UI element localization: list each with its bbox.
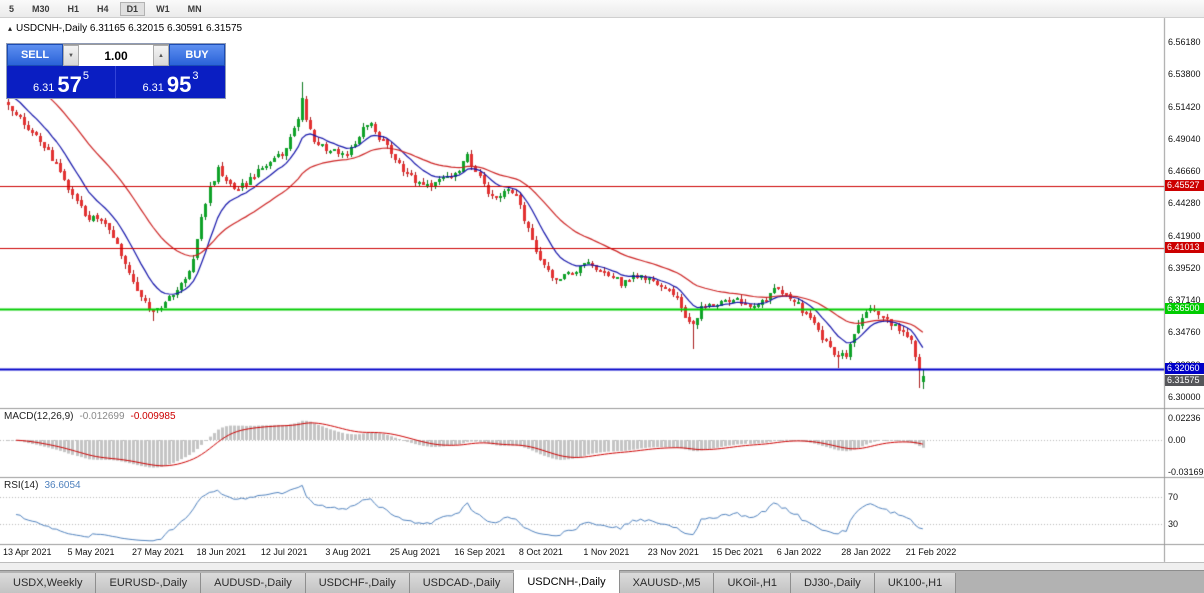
trade-buttons-row: SELL ▼ 1.00 ▲ BUY (7, 44, 225, 66)
chart-tab-xauusd-m5[interactable]: XAUUSD-,M5 (619, 573, 715, 593)
chart-tab-usdcnh-daily[interactable]: USDCNH-,Daily (514, 570, 620, 593)
rsi-name: RSI(14) (4, 480, 39, 491)
collapse-panel-icon[interactable]: ▴ (8, 23, 13, 33)
chart-tab-ukoil-h1[interactable]: UKOil-,H1 (714, 573, 791, 593)
one-click-trading-widget: SELL ▼ 1.00 ▲ BUY 6.31 57 5 6.31 95 3 (7, 44, 225, 98)
timeframe-button-d1[interactable]: D1 (119, 1, 146, 16)
rsi-value: 36.6054 (44, 480, 81, 491)
buy-price-main: 95 (166, 72, 192, 97)
chart-ohlc-title: ▴ USDCNH-,Daily 6.31165 6.32015 6.30591 … (8, 23, 242, 34)
buy-button[interactable]: BUY (169, 44, 225, 66)
sell-button[interactable]: SELL (7, 44, 63, 66)
buy-price-display[interactable]: 6.31 95 3 (116, 66, 225, 98)
chart-tab-usdchf-daily[interactable]: USDCHF-,Daily (305, 573, 410, 593)
timeframe-toolbar: 5 M30 H1 H4 D1 W1 MN (0, 0, 1204, 18)
timeframe-button-h4[interactable]: H4 (97, 3, 109, 14)
chart-tab-dj30-daily[interactable]: DJ30-,Daily (790, 573, 875, 593)
rsi-indicator-label: RSI(14) 36.6054 (4, 480, 81, 491)
sell-price-sup: 5 (82, 70, 90, 82)
lot-size-value[interactable]: 1.00 (104, 48, 128, 63)
timeframe-button-m30[interactable]: M30 (32, 3, 50, 14)
macd-indicator-label: MACD(12,26,9) -0.012699 -0.009985 (4, 411, 176, 422)
buy-price-sup: 3 (192, 70, 199, 82)
lot-increase-button[interactable]: ▲ (153, 45, 169, 66)
chart-tab-audusd-daily[interactable]: AUDUSD-,Daily (201, 573, 306, 593)
macd-value: -0.012699 (79, 411, 125, 422)
chart-tab-uk100-h1[interactable]: UK100-,H1 (874, 573, 957, 593)
sell-price-display[interactable]: 6.31 57 5 (7, 66, 116, 98)
sell-price-prefix: 6.31 (32, 82, 55, 94)
macd-signal-value: -0.009985 (130, 411, 176, 422)
timeframe-button-w1[interactable]: W1 (156, 3, 170, 14)
chart-tab-usdcad-daily[interactable]: USDCAD-,Daily (409, 573, 515, 593)
bid-ask-display: 6.31 57 5 6.31 95 3 (7, 66, 225, 98)
chart-tab-eurusd-daily[interactable]: EURUSD-,Daily (96, 573, 202, 593)
macd-name: MACD(12,26,9) (4, 411, 74, 422)
chart-tabs-bar: USDX,Weekly EURUSD-,Daily AUDUSD-,Daily USD… (0, 570, 1204, 593)
timeframe-button-5[interactable]: 5 (9, 3, 15, 14)
horizontal-scroll-strip[interactable] (0, 562, 1204, 570)
lot-size-field: ▼ 1.00 ▲ (63, 44, 169, 66)
sell-price-main: 57 (57, 72, 82, 97)
lot-decrease-button[interactable]: ▼ (63, 45, 79, 66)
timeframe-button-h1[interactable]: H1 (67, 3, 80, 14)
chart-tab-usdx-weekly[interactable]: USDX,Weekly (0, 573, 97, 593)
ohlc-text: USDCNH-,Daily 6.31165 6.32015 6.30591 6.… (16, 23, 243, 34)
timeframe-button-mn[interactable]: MN (187, 3, 202, 14)
buy-price-prefix: 6.31 (142, 82, 164, 94)
